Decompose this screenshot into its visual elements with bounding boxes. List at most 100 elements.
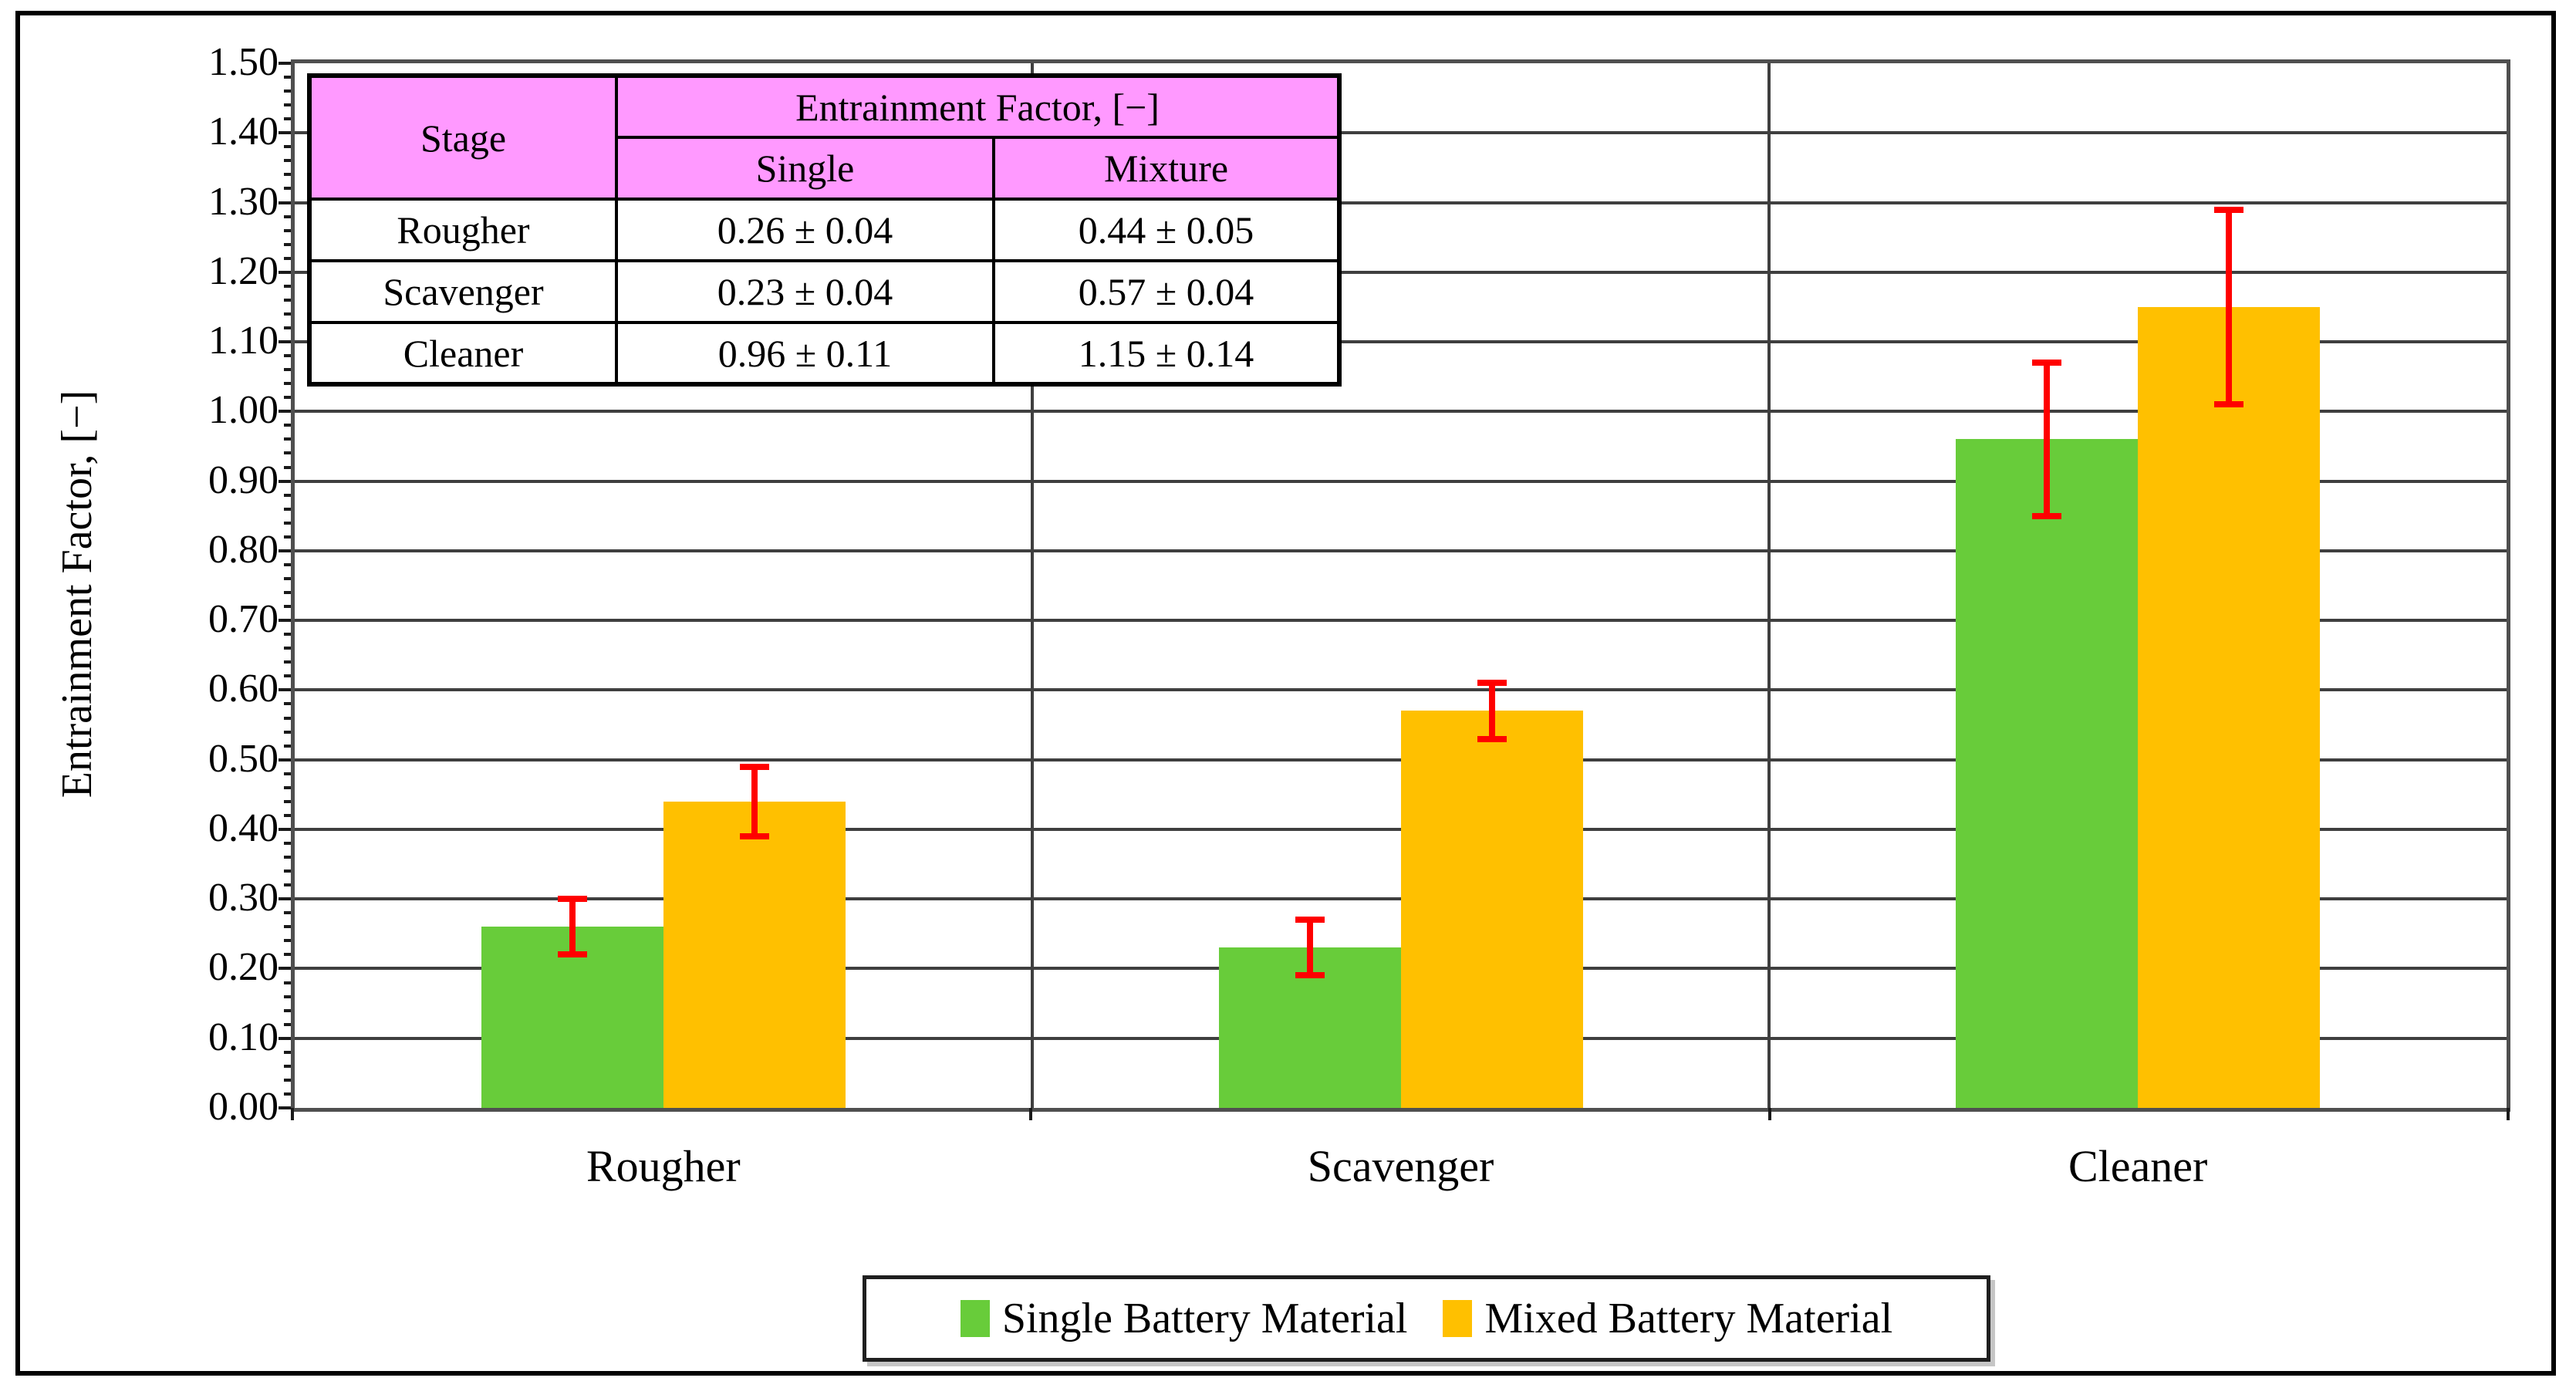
y-minor-tick — [284, 911, 291, 915]
x-category-label-rougher: Rougher — [586, 1141, 741, 1191]
h-gridline — [295, 410, 2507, 414]
y-major-tick — [279, 62, 291, 65]
y-minor-tick — [284, 284, 291, 288]
single-series-swatch-icon — [960, 1300, 990, 1337]
y-minor-tick — [284, 1092, 291, 1096]
y-minor-tick — [284, 1022, 291, 1026]
y-major-tick — [279, 967, 291, 971]
y-major-tick — [279, 827, 291, 831]
y-minor-tick — [284, 981, 291, 984]
error-bar-stem — [2044, 363, 2051, 516]
y-minor-tick — [284, 76, 291, 79]
y-minor-tick — [284, 730, 291, 734]
legend-label: Mixed Battery Material — [1484, 1295, 1893, 1342]
error-bar-stem — [1488, 683, 1495, 739]
table-header-mixture: Mixture — [992, 136, 1341, 201]
h-gridline — [295, 688, 2507, 692]
error-bar-cap-bottom — [1477, 735, 1507, 742]
h-gridline — [295, 270, 2507, 274]
y-tick-label: 0.20 — [208, 945, 279, 990]
y-minor-tick — [284, 813, 291, 817]
error-bar-cap-top — [1295, 917, 1325, 924]
y-minor-tick — [284, 674, 291, 678]
error-bar-cap-top — [739, 763, 769, 770]
y-minor-tick — [284, 883, 291, 887]
table-cell-stage: Rougher — [308, 198, 618, 262]
y-minor-tick — [284, 242, 291, 246]
y-minor-tick — [284, 159, 291, 163]
table-row: Rougher 0.26 ± 0.04 0.44 ± 0.05 — [308, 198, 1341, 262]
y-tick-label: 0.70 — [208, 597, 279, 642]
y-minor-tick — [284, 535, 291, 539]
x-category-label-scavenger: Scavenger — [1307, 1141, 1494, 1191]
h-gridline — [295, 619, 2507, 623]
y-tick-label: 1.20 — [208, 248, 279, 293]
y-minor-tick — [284, 647, 291, 650]
table-cell-mixture: 1.15 ± 0.14 — [992, 321, 1341, 386]
y-minor-tick — [284, 994, 291, 998]
y-tick-label: 0.10 — [208, 1015, 279, 1059]
y-tick-label: 0.00 — [208, 1085, 279, 1129]
h-gridline — [295, 201, 2507, 204]
table-row: Scavenger 0.23 ± 0.04 0.57 ± 0.04 — [308, 259, 1341, 324]
legend-item-mixed: Mixed Battery Material — [1443, 1294, 1892, 1343]
y-minor-tick — [284, 187, 291, 191]
table-cell-mixture: 0.44 ± 0.05 — [992, 198, 1341, 262]
y-minor-tick — [284, 702, 291, 706]
h-gridline — [295, 479, 2507, 483]
y-minor-tick — [284, 1064, 291, 1068]
error-bar-cap-top — [1477, 680, 1507, 687]
table-cell-stage: Cleaner — [308, 321, 618, 386]
y-minor-tick — [284, 1050, 291, 1054]
y-tick-label: 1.30 — [208, 179, 279, 224]
table-cell-single: 0.26 ± 0.04 — [615, 198, 995, 262]
y-major-tick — [279, 201, 291, 204]
table-cell-mixture: 0.57 ± 0.04 — [992, 259, 1341, 324]
error-bar-stem — [751, 766, 758, 836]
y-minor-tick — [284, 228, 291, 232]
table-header-stage: Stage — [308, 74, 618, 201]
y-major-tick — [279, 340, 291, 344]
y-minor-tick — [284, 799, 291, 803]
y-major-tick — [279, 131, 291, 135]
y-minor-tick — [284, 507, 291, 511]
y-minor-tick — [284, 312, 291, 316]
y-minor-tick — [284, 451, 291, 455]
y-minor-tick — [284, 562, 291, 566]
y-minor-tick — [284, 716, 291, 720]
y-minor-tick — [284, 382, 291, 386]
table-cell-single: 0.96 ± 0.11 — [615, 321, 995, 386]
legend-item-single: Single Battery Material — [960, 1294, 1407, 1343]
y-minor-tick — [284, 772, 291, 775]
table-header-single: Single — [615, 136, 995, 201]
y-minor-tick — [284, 145, 291, 149]
y-minor-tick — [284, 841, 291, 845]
y-minor-tick — [284, 856, 291, 859]
y-minor-tick — [284, 103, 291, 107]
table-cell-stage: Scavenger — [308, 259, 618, 324]
mixed-series-swatch-icon — [1443, 1300, 1473, 1337]
y-minor-tick — [284, 870, 291, 873]
y-major-tick — [279, 270, 291, 274]
y-tick-label: 0.50 — [208, 736, 279, 781]
y-tick-label: 0.80 — [208, 527, 279, 572]
y-tick-label: 1.00 — [208, 388, 279, 433]
y-minor-tick — [284, 326, 291, 329]
y-minor-tick — [284, 89, 291, 93]
y-minor-tick — [284, 368, 291, 372]
y-minor-tick — [284, 354, 291, 358]
x-category-label-cleaner: Cleaner — [2068, 1141, 2208, 1191]
error-bar-cap-bottom — [739, 832, 769, 839]
error-bar-cap-bottom — [1295, 972, 1325, 979]
y-major-tick — [279, 758, 291, 761]
error-bar-cap-top — [2214, 206, 2244, 213]
x-axis-tick — [291, 1108, 294, 1120]
y-minor-tick — [284, 396, 291, 400]
y-minor-tick — [284, 785, 291, 789]
x-axis-tick — [1767, 1108, 1771, 1120]
h-gridline — [295, 340, 2507, 344]
y-minor-tick — [284, 744, 291, 748]
h-gridline — [295, 549, 2507, 552]
y-major-tick — [279, 410, 291, 414]
y-minor-tick — [284, 939, 291, 943]
